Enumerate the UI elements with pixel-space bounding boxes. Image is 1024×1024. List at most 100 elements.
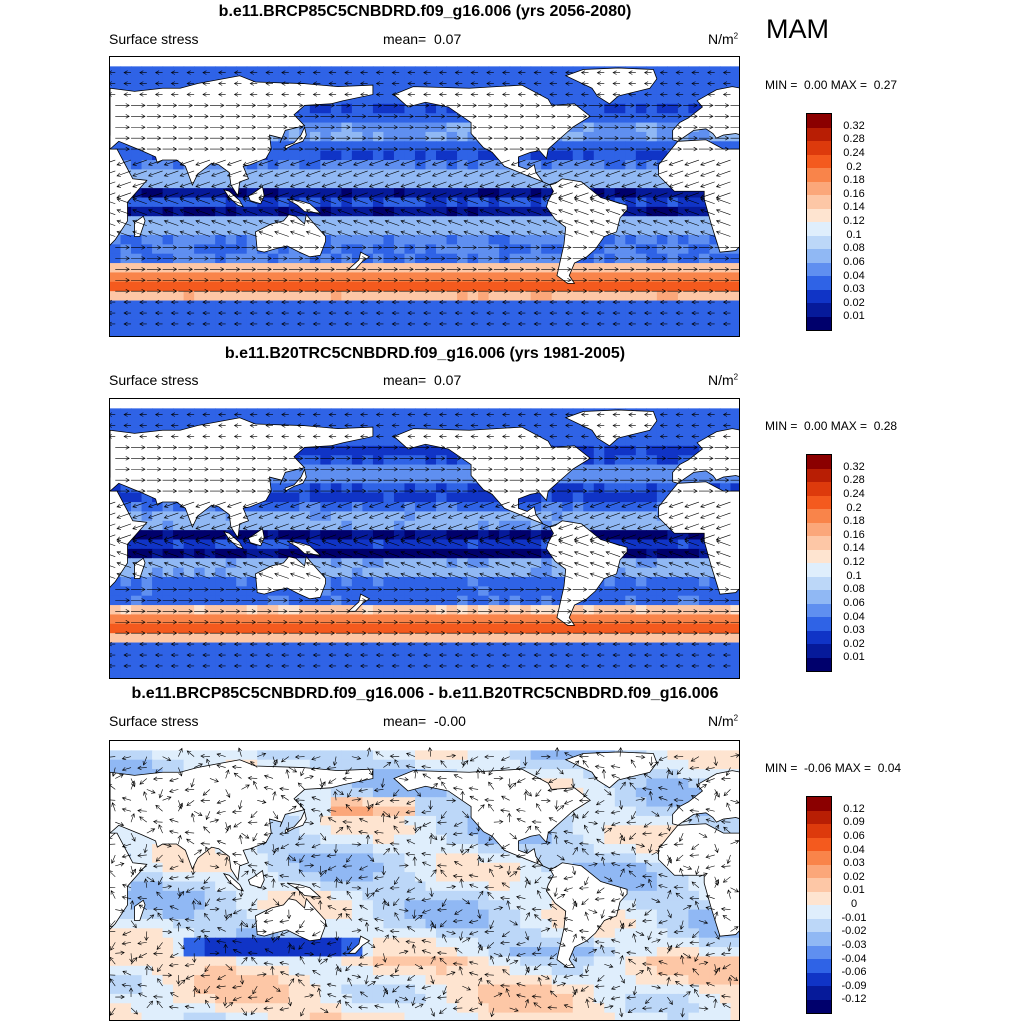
field-cell [425,483,437,494]
field-cell [162,178,174,189]
field-cell [583,160,595,170]
field-cell [225,66,237,77]
field-cell [278,642,290,653]
vector-arrow [542,219,558,226]
vector-arrow [139,92,147,97]
vector-arrow [414,488,430,494]
field-cell [131,642,143,653]
field-cell [309,558,321,569]
field-cell [120,291,132,302]
vector-arrow [431,197,447,205]
field-cell [478,502,490,512]
field-cell [267,188,279,199]
vector-arrow [667,477,683,483]
field-cell [309,492,321,503]
field-cell [478,188,490,199]
vector-arrow [194,467,209,472]
field-cell [614,160,626,170]
field-cell [446,520,458,531]
field-cell [425,530,437,541]
vector-arrow [558,181,573,188]
field-cell [614,309,626,320]
field-cell [425,216,437,227]
field-cell [225,244,237,255]
field-cell [698,225,711,236]
vector-arrow [446,488,462,494]
field-cell [719,272,732,283]
vector-arrow [683,114,698,119]
field-cell [173,576,185,587]
field-cell [488,178,500,189]
field-cell [183,234,195,245]
vector-arrow [146,114,162,119]
field-cell [194,206,206,217]
field-cell [110,483,122,494]
field-cell [383,492,395,503]
vector-arrow [123,81,132,86]
field-cell [509,216,521,227]
field-cell [667,113,679,124]
field-cell [488,263,500,274]
field-cell [446,300,458,311]
field-cell [309,651,321,662]
field-cell [330,558,342,569]
field-cell [225,576,237,587]
field-cell [362,445,374,456]
vector-arrow [257,256,272,261]
field-cell [667,244,679,255]
vector-arrow [431,181,447,188]
field-cell [698,558,711,569]
vector-arrow [605,523,621,530]
vector-arrow [621,512,636,519]
field-cell [509,520,521,531]
field-cell [551,272,563,283]
vector-arrow [344,434,352,439]
field-cell [541,605,553,616]
vector-arrow [517,434,526,439]
vector-arrow [288,103,304,108]
vector-arrow [628,299,636,305]
vector-arrow [635,445,651,450]
field-cell [562,492,574,503]
field-cell [152,670,164,678]
field-cell [656,225,668,236]
field-cell [425,567,437,578]
vector-arrow [241,135,257,141]
vector-arrow [479,197,494,205]
field-cell [141,408,153,419]
colorbar-tick-label: 0.08 [843,242,865,255]
vector-arrow [242,523,258,530]
field-cell [320,661,332,672]
field-cell [341,642,353,653]
vector-arrow [399,114,414,119]
vector-arrow [281,321,289,327]
field-cell [120,300,132,311]
field-cell [614,281,626,292]
vector-arrow [495,512,510,519]
vector-arrow [242,512,258,519]
field-cell [593,169,605,180]
field-cell [709,281,721,292]
field-cell [383,206,395,217]
vector-arrow [493,125,509,130]
field-cell [425,576,437,587]
field-cell [551,225,563,236]
field-cell [509,567,521,578]
vector-arrow [454,310,463,316]
vector-arrow [195,219,211,226]
vector-arrow [351,267,367,272]
vector-arrow [312,423,321,428]
field-cell [309,300,321,311]
field-cell [173,586,185,597]
field-cell [425,614,437,625]
field-cell [362,66,374,77]
field-cell [141,206,153,217]
field-cell [141,300,153,311]
field-cell [110,576,122,587]
field-cell [225,548,237,559]
field-cell [436,595,448,606]
vector-arrow [321,170,337,177]
field-cell [425,131,437,142]
field-cell [141,197,153,208]
field-cell [141,417,153,428]
